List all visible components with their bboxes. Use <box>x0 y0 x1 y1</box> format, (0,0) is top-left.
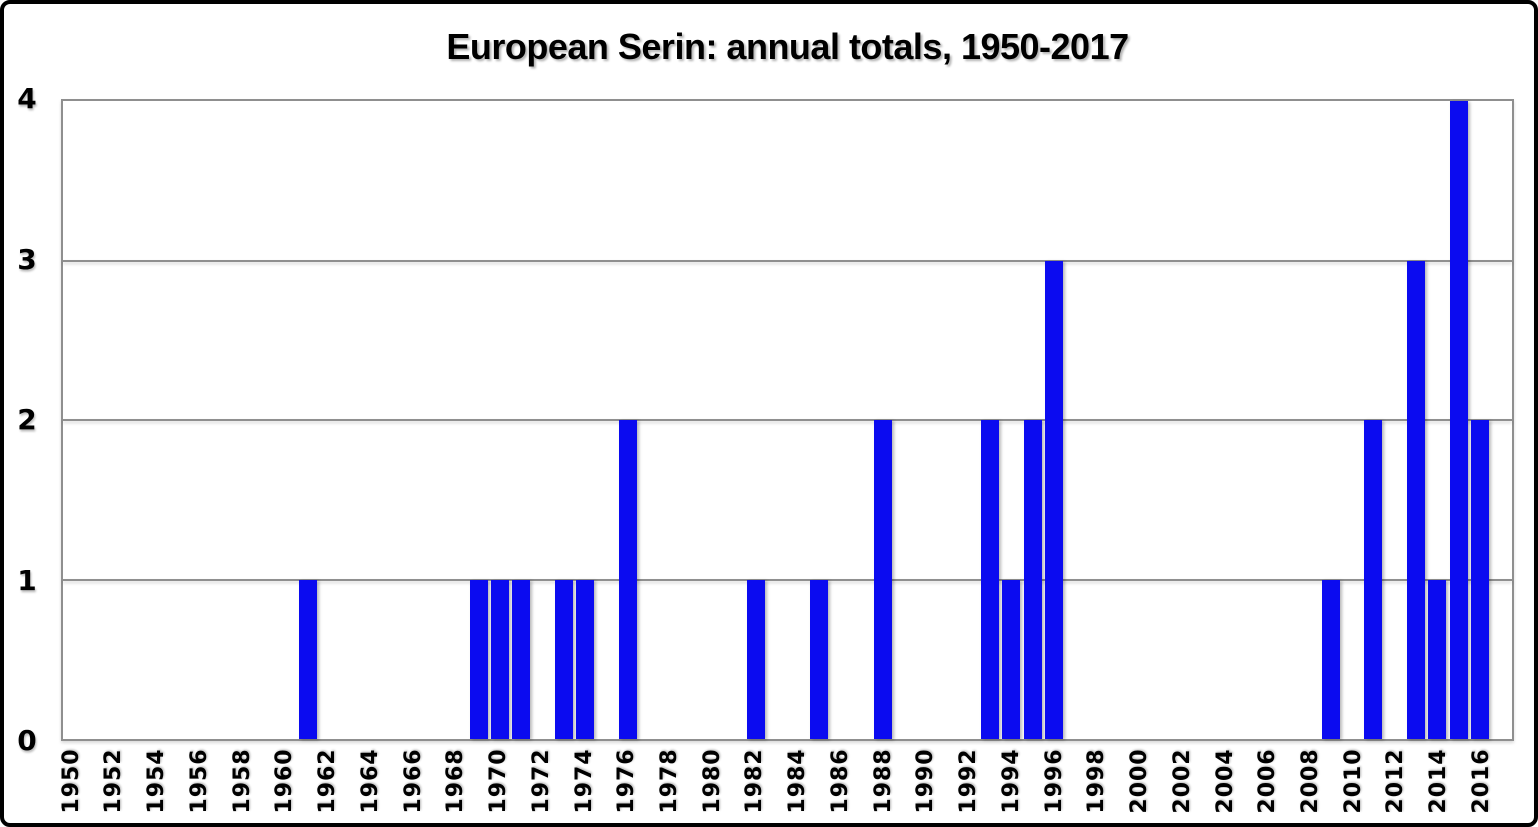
x-tick-2002: 2002 <box>1169 748 1195 814</box>
x-tick-2012: 2012 <box>1383 748 1409 814</box>
x-tick-1954: 1954 <box>144 748 170 814</box>
bar-1971 <box>512 579 531 739</box>
x-tick-1988: 1988 <box>870 748 896 814</box>
gridline-1 <box>63 578 1512 581</box>
bar-2009 <box>1321 579 1340 739</box>
bar-2014 <box>1428 579 1447 739</box>
x-tick-1962: 1962 <box>315 748 341 814</box>
x-tick-1968: 1968 <box>443 748 469 814</box>
bar-2013 <box>1407 260 1426 739</box>
bar-1982 <box>746 579 765 739</box>
x-tick-1952: 1952 <box>101 748 127 814</box>
x-tick-1992: 1992 <box>956 748 982 814</box>
x-tick-1950: 1950 <box>58 748 84 814</box>
x-tick-1982: 1982 <box>742 748 768 814</box>
bar-1974 <box>576 579 595 739</box>
x-tick-1964: 1964 <box>357 748 383 814</box>
x-tick-2000: 2000 <box>1127 748 1153 814</box>
bar-1969 <box>469 579 488 739</box>
bar-2016 <box>1471 420 1490 739</box>
x-tick-1974: 1974 <box>571 748 597 814</box>
chart-title: European Serin: annual totals, 1950-2017 <box>446 26 1129 67</box>
x-tick-1990: 1990 <box>913 748 939 814</box>
y-tick-2: 2 <box>17 403 37 436</box>
bar-1985 <box>810 579 829 739</box>
x-tick-1966: 1966 <box>400 748 426 814</box>
x-tick-1996: 1996 <box>1041 748 1067 814</box>
gridline-3 <box>63 259 1512 262</box>
gridline-2 <box>63 419 1512 421</box>
bar-2015 <box>1449 101 1468 739</box>
y-tick-0: 0 <box>17 724 37 757</box>
plot-area <box>61 99 1514 741</box>
x-tick-1998: 1998 <box>1084 748 1110 814</box>
bar-1970 <box>490 579 509 739</box>
x-tick-2010: 2010 <box>1340 748 1366 814</box>
bar-1988 <box>874 420 893 739</box>
y-tick-3: 3 <box>17 242 37 276</box>
x-tick-1976: 1976 <box>614 748 640 814</box>
x-tick-1972: 1972 <box>528 748 554 814</box>
x-tick-1984: 1984 <box>785 748 811 814</box>
bar-1995 <box>1023 420 1042 739</box>
x-tick-1986: 1986 <box>827 748 853 814</box>
bar-1976 <box>618 420 637 739</box>
x-tick-2014: 2014 <box>1426 748 1452 814</box>
x-tick-2004: 2004 <box>1212 748 1238 814</box>
x-tick-1958: 1958 <box>229 748 255 814</box>
bar-2011 <box>1364 420 1383 739</box>
x-axis: 1950 1952 1954 1956 1958 1960 1962 1964 1966 1968… <box>58 741 1514 823</box>
x-tick-1994: 1994 <box>998 748 1024 814</box>
x-tick-2008: 2008 <box>1298 748 1323 814</box>
x-tick-1956: 1956 <box>186 748 212 814</box>
x-tick-1980: 1980 <box>699 748 725 814</box>
y-tick-1: 1 <box>17 563 37 597</box>
bar-1961 <box>299 579 318 739</box>
y-tick-4: 4 <box>17 82 37 115</box>
x-tick-2016: 2016 <box>1468 748 1494 814</box>
x-tick-1960: 1960 <box>272 748 298 814</box>
x-tick-1978: 1978 <box>656 748 682 814</box>
y-axis: 0 1 2 3 4 <box>4 85 61 755</box>
bar-1993 <box>980 420 999 739</box>
bar-1973 <box>554 579 573 739</box>
bar-1994 <box>1002 579 1021 739</box>
x-tick-1970: 1970 <box>486 748 512 814</box>
x-tick-2006: 2006 <box>1255 748 1281 814</box>
bar-1996 <box>1044 260 1063 739</box>
